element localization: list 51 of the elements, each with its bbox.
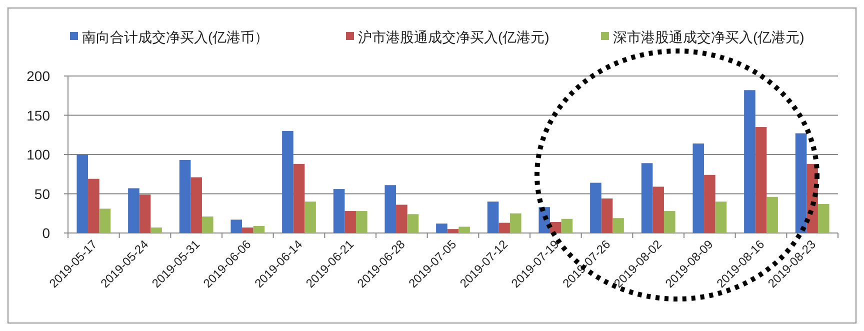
- bar: [818, 204, 830, 233]
- bar: [715, 202, 727, 233]
- bar: [458, 226, 470, 233]
- legend-label: 深市港股通成交净买入(亿港元): [613, 29, 804, 45]
- bar: [795, 133, 807, 233]
- bar: [396, 204, 408, 233]
- bar: [242, 228, 254, 233]
- bar: [99, 208, 111, 233]
- bar: [601, 198, 613, 233]
- bar: [510, 213, 522, 233]
- bar: [755, 127, 767, 233]
- y-tick-label: 50: [34, 186, 50, 202]
- bar: [766, 196, 778, 233]
- bar: [692, 144, 704, 233]
- bar: [88, 178, 100, 233]
- bar: [652, 186, 664, 233]
- bar: [304, 202, 316, 233]
- bar: [76, 154, 88, 233]
- bar: [230, 220, 242, 233]
- bar: [641, 163, 653, 233]
- bar: [550, 222, 562, 233]
- bar: [664, 211, 676, 233]
- y-tick-label: 0: [42, 225, 50, 241]
- bar: [498, 222, 510, 233]
- y-tick-label: 200: [26, 68, 50, 84]
- bar: [179, 160, 191, 233]
- bar: [384, 185, 396, 233]
- bar: [590, 182, 602, 233]
- legend-label: 南向合计成交净买入(亿港币）: [82, 29, 269, 45]
- bar: [282, 130, 294, 233]
- bar: [190, 177, 202, 233]
- bar: [436, 224, 448, 233]
- bar: [487, 202, 499, 233]
- y-tick-label: 100: [26, 146, 50, 162]
- bar: [202, 216, 214, 233]
- bar: [407, 214, 419, 233]
- bar: [744, 90, 756, 233]
- bar: [447, 229, 459, 233]
- bar: [704, 174, 716, 233]
- bar: [561, 218, 573, 233]
- bar: [128, 188, 140, 233]
- bar: [333, 189, 345, 233]
- bar: [253, 226, 265, 233]
- bar: [293, 164, 305, 233]
- bar: [139, 194, 151, 233]
- bar: [344, 211, 356, 233]
- bar: [150, 228, 162, 233]
- y-tick-label: 150: [26, 107, 50, 124]
- bar: [356, 211, 368, 233]
- bar: [612, 218, 624, 233]
- legend-label: 沪市港股通成交净买入(亿港元): [358, 29, 550, 45]
